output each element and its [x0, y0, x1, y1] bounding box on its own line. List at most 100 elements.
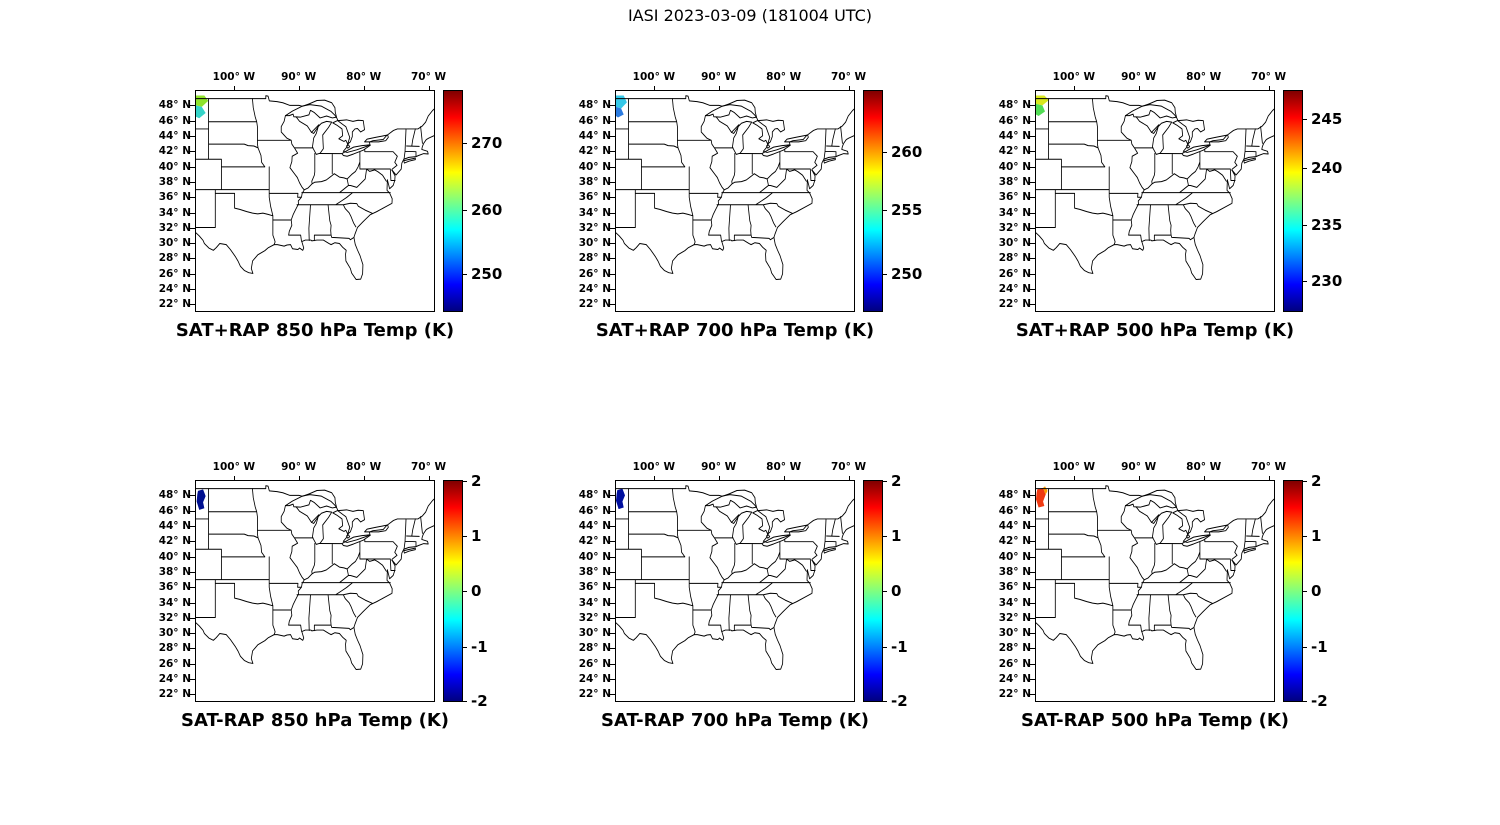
lat-tick-label: 30° N: [158, 627, 191, 640]
lon-tick-mark: [653, 476, 655, 480]
lat-tick-label: 40° N: [158, 550, 191, 563]
lat-tick-mark: [190, 556, 195, 558]
swath-polygon: [1036, 487, 1046, 508]
colorbar-tick-mark: [883, 646, 887, 648]
lon-tick-label: 100° W: [632, 71, 676, 83]
lat-tick-label: 32° N: [998, 611, 1031, 624]
map-700-difference: [615, 480, 855, 702]
lat-tick-label: 24° N: [578, 283, 611, 296]
figure-title: IASI 2023-03-09 (181004 UTC): [627, 6, 873, 25]
lat-tick-label: 44° N: [998, 129, 1031, 142]
colorbar-tick-label: 260: [891, 143, 923, 162]
lat-tick-mark: [1030, 633, 1035, 635]
colorbar-tick-mark: [463, 143, 467, 145]
lon-tick-label: 90° W: [1121, 461, 1157, 473]
lat-tick-mark: [610, 525, 615, 527]
lat-tick-mark: [1030, 510, 1035, 512]
lat-tick-mark: [1030, 304, 1035, 306]
lat-tick-mark: [1030, 243, 1035, 245]
lon-tick-mark: [233, 476, 235, 480]
lon-tick-mark: [298, 476, 300, 480]
lat-tick-mark: [610, 602, 615, 604]
map-700-analysis: [615, 90, 855, 312]
lat-tick-label: 22° N: [998, 298, 1031, 311]
lat-tick-label: 46° N: [578, 114, 611, 127]
lat-tick-mark: [610, 633, 615, 635]
map-500-difference: [1035, 480, 1275, 702]
colorbar-tick-label: 0: [1311, 582, 1322, 600]
lon-tick-mark: [783, 476, 785, 480]
lat-tick-mark: [1030, 120, 1035, 122]
lat-tick-mark: [190, 289, 195, 291]
swath-polygon: [616, 488, 626, 510]
lon-tick-mark: [233, 86, 235, 90]
lat-tick-mark: [1030, 556, 1035, 558]
lat-tick-mark: [190, 663, 195, 665]
lat-tick-mark: [610, 197, 615, 199]
lat-tick-label: 30° N: [158, 237, 191, 250]
lat-tick-mark: [190, 648, 195, 650]
lat-tick-mark: [1030, 587, 1035, 589]
colorbar-tick-mark: [463, 700, 467, 702]
colorbar-tick-mark: [463, 481, 467, 483]
colorbar: [443, 90, 463, 312]
lat-tick-label: 34° N: [158, 206, 191, 219]
lat-tick-label: 46° N: [998, 504, 1031, 517]
lon-tick-label: 80° W: [766, 461, 802, 473]
colorbar-tick-mark: [463, 274, 467, 276]
lat-tick-label: 38° N: [158, 175, 191, 188]
lat-tick-label: 46° N: [158, 114, 191, 127]
lat-tick-mark: [610, 258, 615, 260]
lat-tick-label: 22° N: [158, 298, 191, 311]
swath-polygon: [196, 489, 206, 510]
colorbar-tick-mark: [1303, 591, 1307, 592]
colorbar-tick-label: 235: [1311, 216, 1343, 235]
lat-tick-label: 38° N: [158, 565, 191, 578]
lat-tick-mark: [1030, 197, 1035, 199]
lat-tick-label: 46° N: [998, 114, 1031, 127]
lat-tick-label: 44° N: [578, 519, 611, 532]
lon-tick-mark: [1138, 476, 1140, 480]
colorbar: [1283, 90, 1303, 312]
lat-tick-label: 26° N: [158, 267, 191, 280]
lon-tick-label: 100° W: [632, 461, 676, 473]
lat-tick-mark: [1030, 617, 1035, 619]
lat-tick-label: 24° N: [998, 283, 1031, 296]
lon-tick-label: 70° W: [1250, 71, 1287, 83]
lat-tick-mark: [1030, 679, 1035, 681]
lat-tick-label: 48° N: [158, 99, 191, 112]
us-map: [1036, 95, 1274, 281]
lat-tick-mark: [190, 602, 195, 604]
colorbar-tick-mark: [883, 481, 887, 483]
lat-tick-mark: [190, 258, 195, 260]
colorbar-tick-label: 2: [1311, 472, 1322, 491]
lat-tick-mark: [610, 510, 615, 512]
lat-tick-label: 30° N: [998, 627, 1031, 640]
lat-tick-mark: [190, 212, 195, 214]
lat-tick-label: 34° N: [998, 206, 1031, 219]
satellite-swath-patch: [1036, 486, 1048, 508]
lat-tick-label: 30° N: [998, 237, 1031, 250]
panel-title: SAT+RAP 700 hPa Temp (K): [595, 320, 875, 341]
lat-tick-mark: [190, 633, 195, 635]
lat-tick-mark: [610, 495, 615, 497]
lat-tick-label: 40° N: [158, 160, 191, 173]
lat-tick-label: 48° N: [578, 489, 611, 502]
lat-tick-mark: [190, 227, 195, 229]
lat-tick-mark: [190, 151, 195, 153]
lat-tick-mark: [610, 617, 615, 619]
colorbar-tick-mark: [1303, 225, 1307, 227]
lat-tick-mark: [1030, 151, 1035, 153]
lat-tick-mark: [190, 197, 195, 199]
colorbar-tick-label: 2: [891, 472, 902, 491]
lat-tick-mark: [610, 273, 615, 275]
lat-tick-mark: [610, 105, 615, 107]
colorbar-tick-mark: [883, 209, 887, 211]
lat-tick-label: 38° N: [998, 565, 1031, 578]
colorbar-tick-mark: [883, 700, 887, 702]
lat-tick-label: 34° N: [578, 206, 611, 219]
lat-tick-label: 26° N: [998, 657, 1031, 670]
swath-polygon: [616, 106, 624, 118]
lat-tick-mark: [190, 243, 195, 245]
colorbar-tick-mark: [1303, 700, 1307, 702]
